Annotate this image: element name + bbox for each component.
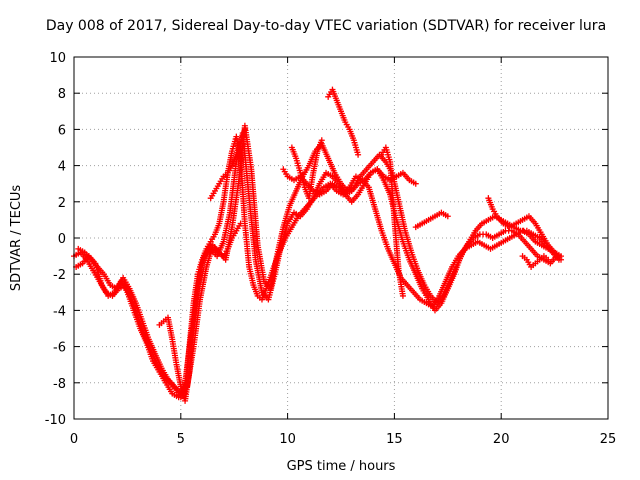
x-axis-label: GPS time / hours: [287, 459, 396, 474]
x-tick-label: 20: [493, 432, 510, 447]
x-tick-label: 10: [279, 432, 296, 447]
y-tick-label: -8: [53, 377, 66, 392]
y-tick-label: -10: [45, 413, 66, 428]
data-point: [355, 151, 362, 158]
y-tick-label: 6: [58, 123, 66, 138]
y-tick-label: 0: [58, 232, 66, 247]
y-tick-label: -2: [53, 268, 66, 283]
x-tick-label: 25: [600, 432, 617, 447]
data-points: [71, 86, 565, 404]
data-point: [545, 256, 552, 263]
data-point: [318, 137, 325, 144]
data-point: [399, 292, 406, 299]
y-tick-label: 10: [49, 51, 66, 66]
x-tick-label: 5: [177, 432, 185, 447]
data-point: [241, 126, 248, 133]
y-tick-label: -6: [53, 341, 66, 356]
y-axis-label: SDTVAR / TECUs: [9, 185, 24, 292]
data-point: [412, 180, 419, 187]
data-point: [444, 213, 451, 220]
chart-title: Day 008 of 2017, Sidereal Day-to-day VTE…: [46, 18, 606, 34]
y-tick-label: -4: [53, 304, 66, 319]
y-tick-label: 8: [58, 87, 66, 102]
data-point: [558, 256, 565, 263]
axis-ticks: 0 5 10 15 20 25 -10 -8 -6 -4 -2 0 2 4 6 8 10: [45, 51, 617, 447]
data-point: [237, 220, 244, 227]
y-tick-label: 2: [58, 196, 66, 211]
x-tick-label: 0: [70, 432, 78, 447]
x-tick-label: 15: [386, 432, 403, 447]
y-tick-label: 4: [58, 160, 66, 175]
